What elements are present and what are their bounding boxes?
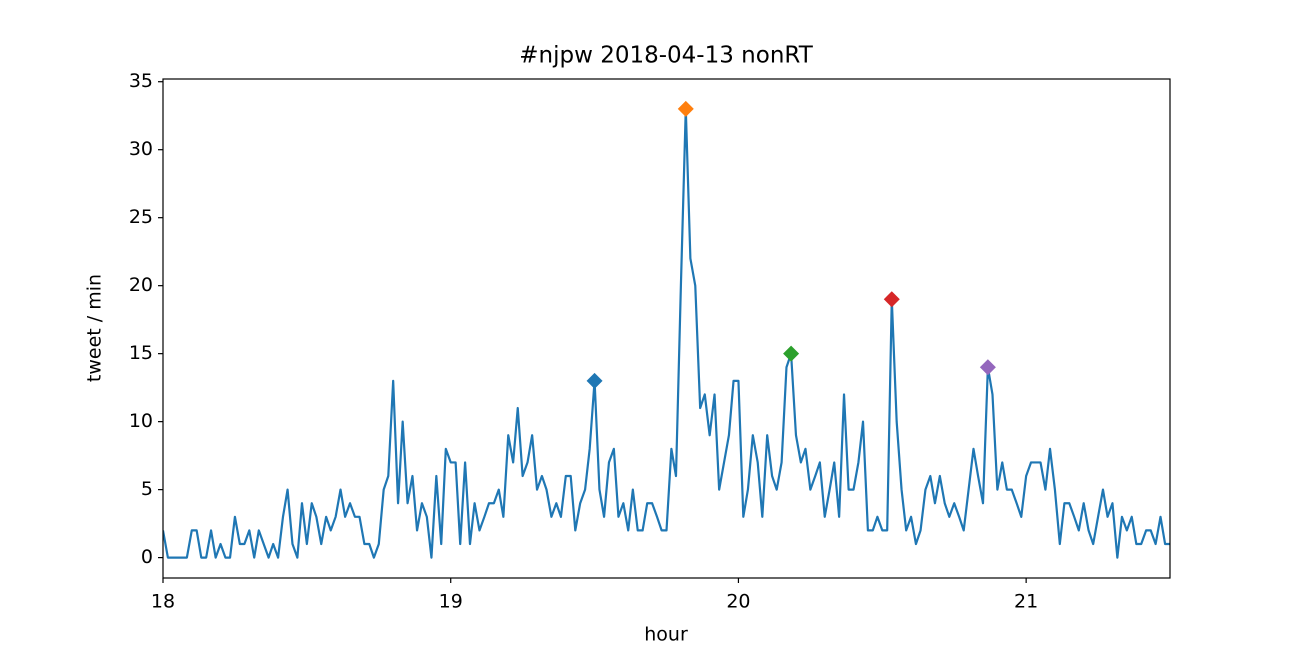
x-tick-label: 20: [726, 591, 750, 613]
x-tick-label: 21: [1014, 591, 1038, 613]
y-tick-label: 25: [129, 206, 153, 228]
peak-marker: [586, 372, 603, 389]
x-tick-label: 19: [439, 591, 463, 613]
x-tick-label: 18: [151, 591, 175, 613]
y-tick-label: 30: [129, 138, 153, 160]
x-axis-label: hour: [644, 624, 688, 646]
peak-marker: [979, 359, 996, 376]
y-tick-label: 10: [129, 410, 153, 432]
y-tick-label: 5: [141, 478, 153, 500]
y-tick-label: 15: [129, 342, 153, 364]
line: [163, 107, 1170, 559]
y-tick-label: 35: [129, 70, 153, 92]
chart-title: #njpw 2018-04-13 nonRT: [519, 43, 813, 69]
y-tick-label: 20: [129, 274, 153, 296]
peak-marker: [883, 291, 900, 308]
plot-frame: [162, 78, 1171, 579]
peak-marker: [677, 100, 694, 117]
y-tick-label: 0: [141, 546, 153, 568]
y-axis-label: tweet / min: [84, 274, 106, 382]
peak-marker: [783, 345, 800, 362]
